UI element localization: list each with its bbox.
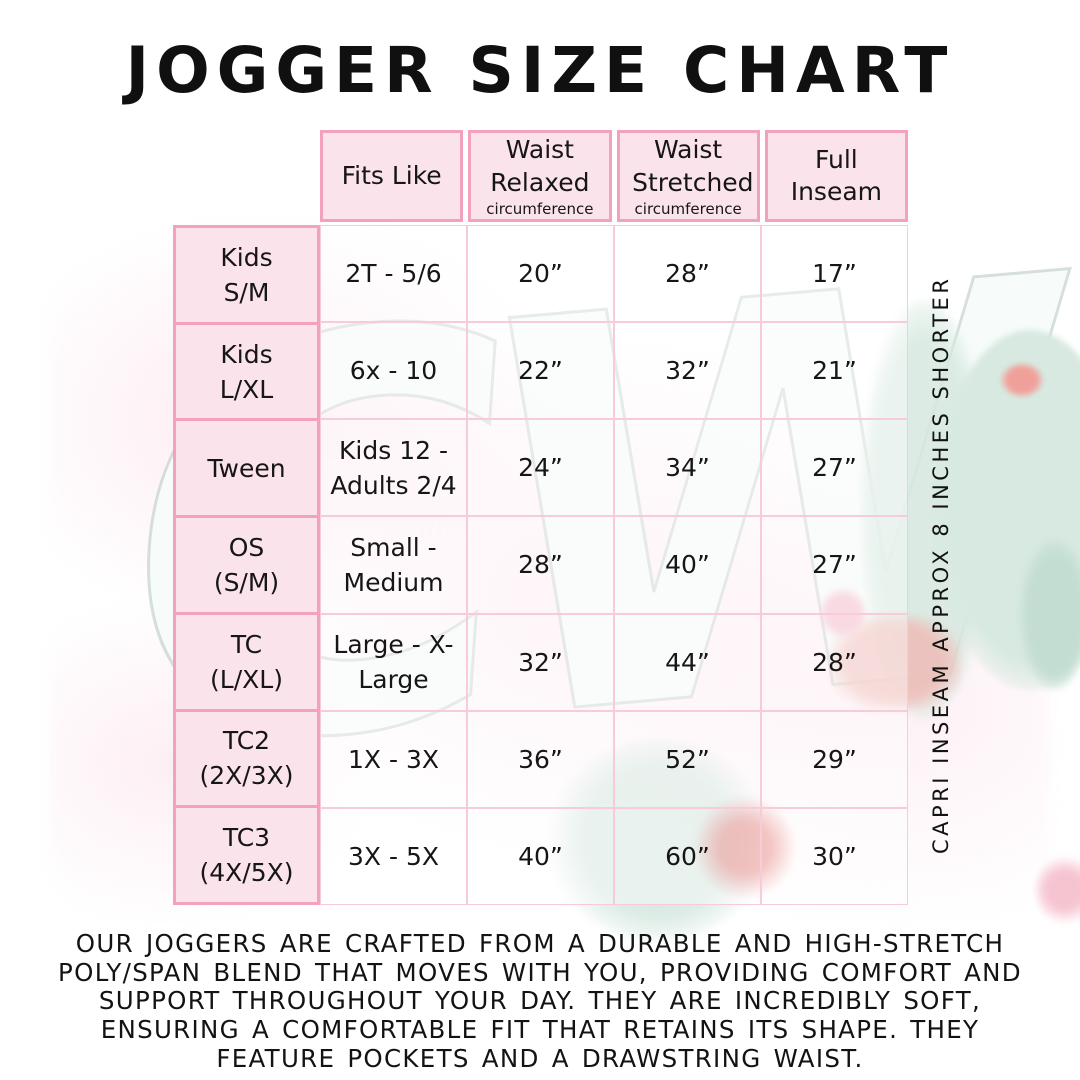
table-cell: 40” — [467, 807, 614, 905]
row-label-tween: Tween — [173, 418, 320, 519]
table-cell: 1X - 3X — [320, 710, 467, 808]
pink-flower-illustration — [1035, 855, 1080, 925]
table-cell: Small - Medium — [320, 516, 467, 614]
column-header-label: Waist Stretched — [632, 135, 754, 197]
table-cell: 2T - 5/6 — [320, 225, 467, 323]
column-header-label: Fits Like — [341, 160, 442, 190]
row-label-tc2: TC2 (2X/3X) — [173, 708, 320, 809]
size-table-data-grid: 2T - 5/6 20” 28” 17” 6x - 10 22” 32” 21”… — [320, 225, 908, 905]
table-row-label-column: Kids S/M Kids L/XL Tween OS (S/M) TC (L/… — [173, 225, 320, 906]
table-cell: 28” — [467, 516, 614, 614]
column-header-waist-stretched: Waist Stretched circumference — [616, 130, 760, 222]
row-label-kids-lxl: Kids L/XL — [173, 321, 320, 422]
table-cell: 60” — [614, 807, 761, 905]
row-label-os: OS (S/M) — [173, 515, 320, 615]
cactus-illustration — [1020, 540, 1080, 690]
column-header-label: Waist Relaxed — [490, 135, 590, 197]
table-cell: 20” — [467, 225, 614, 323]
row-label-kids-sm: Kids S/M — [173, 225, 320, 325]
table-cell: 22” — [467, 322, 614, 420]
table-header-row: Fits Like Waist Relaxed circumference Wa… — [320, 130, 908, 222]
row-label-tc3: TC3 (4X/5X) — [173, 805, 320, 906]
table-cell: 30” — [761, 807, 908, 905]
table-cell: 52” — [614, 710, 761, 808]
cactus-flower-illustration — [1000, 362, 1044, 398]
column-header-subtext: circumference — [634, 200, 742, 218]
table-cell: 40” — [614, 516, 761, 614]
table-cell: 28” — [614, 225, 761, 323]
table-cell: 32” — [467, 613, 614, 711]
table-cell: 24” — [467, 419, 614, 517]
table-cell: 28” — [761, 613, 908, 711]
column-header-subtext: circumference — [486, 200, 594, 218]
column-header-waist-relaxed: Waist Relaxed circumference — [468, 130, 612, 222]
table-cell: 17” — [761, 225, 908, 323]
table-cell: 32” — [614, 322, 761, 420]
red-flower-illustration — [695, 795, 795, 900]
column-header-fits-like: Fits Like — [320, 130, 464, 222]
table-cell: 36” — [467, 710, 614, 808]
table-cell: 6x - 10 — [320, 322, 467, 420]
table-cell: 34” — [614, 419, 761, 517]
table-cell: 21” — [761, 322, 908, 420]
table-cell: 27” — [761, 419, 908, 517]
page-title: JOGGER SIZE CHART — [125, 34, 955, 107]
table-cell: Large - X-Large — [320, 613, 467, 711]
table-cell: 3X - 5X — [320, 807, 467, 905]
capri-inseam-note: CAPRI INSEAM APPROX 8 INCHES SHORTER — [929, 275, 953, 855]
table-cell: 27” — [761, 516, 908, 614]
column-header-label: Full Inseam — [790, 144, 883, 207]
table-cell: 44” — [614, 613, 761, 711]
row-label-tc: TC (L/XL) — [173, 611, 320, 712]
table-cell: Kids 12 - Adults 2/4 — [320, 419, 467, 517]
product-description-text: OUR JOGGERS ARE CRAFTED FROM A DURABLE A… — [58, 929, 1022, 1073]
column-header-full-inseam: Full Inseam — [764, 130, 908, 222]
table-cell: 29” — [761, 710, 908, 808]
